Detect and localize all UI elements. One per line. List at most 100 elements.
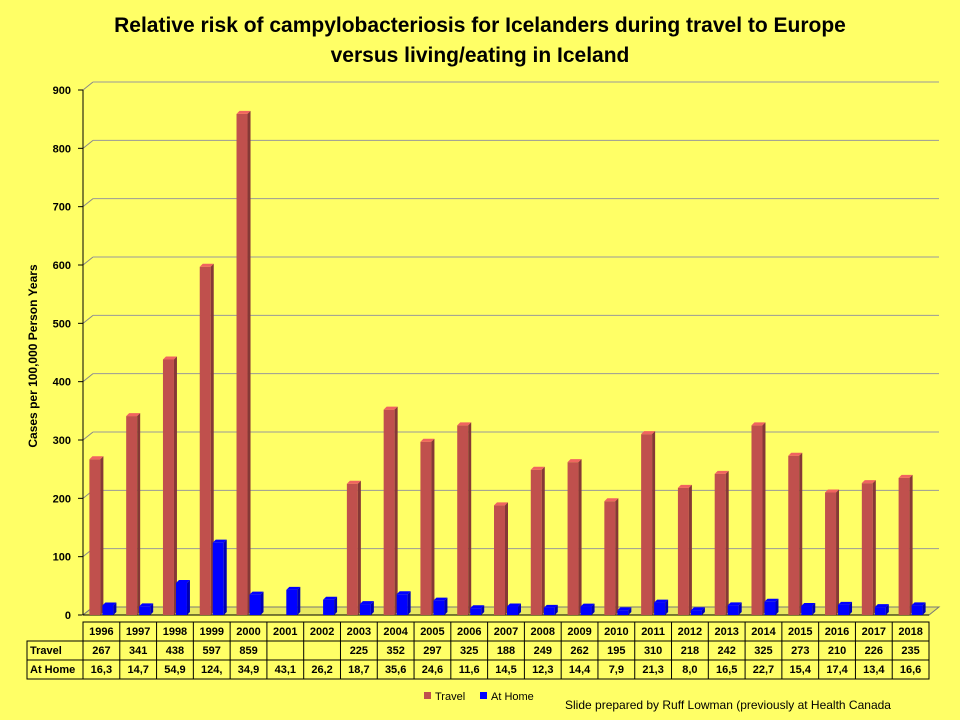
bar-at-home [175, 579, 190, 615]
x-tick-label: 2004 [383, 626, 408, 638]
credit-text: Slide prepared by Ruff Lowman (previousl… [565, 698, 891, 712]
bar-travel [457, 422, 472, 615]
bar-side [113, 602, 117, 615]
data-label: 16,5 [716, 664, 737, 676]
bar-travel [346, 480, 361, 615]
bar-top [175, 579, 190, 583]
bar-side [186, 579, 190, 615]
bar-front [494, 505, 505, 615]
bar-travel [420, 438, 435, 615]
bar-side [836, 489, 840, 615]
bar-side [652, 431, 656, 615]
data-label: 352 [386, 645, 404, 657]
bar-at-home [801, 603, 816, 615]
bar-front [126, 416, 138, 615]
chart-title-line-2: versus living/eating in Iceland [331, 44, 630, 67]
bar-top [530, 466, 545, 470]
data-label: 310 [644, 645, 662, 657]
bar-front [690, 610, 702, 615]
bar-side [505, 502, 508, 615]
bar-side [137, 413, 141, 615]
bar-at-home [654, 599, 669, 615]
bar-front [764, 601, 776, 615]
x-tick-label: 2001 [273, 626, 297, 638]
data-label: 242 [718, 645, 736, 657]
bar-side [799, 452, 803, 615]
bar-front [911, 605, 923, 615]
data-label: 16,6 [900, 664, 921, 676]
bar-top [654, 599, 669, 603]
bar-side [849, 601, 853, 615]
bar-side [665, 599, 669, 615]
bar-front [346, 483, 358, 615]
data-label: 262 [570, 645, 588, 657]
data-label: 14,4 [569, 664, 591, 676]
bar-travel [788, 452, 803, 615]
bar-travel [641, 431, 656, 615]
y-tick-label: 400 [53, 377, 71, 389]
data-label: 210 [828, 645, 846, 657]
chart-title-line-1: Relative risk of campylobacteriosis for … [114, 14, 846, 37]
y-tick-label: 0 [65, 610, 71, 622]
data-label: 7,9 [609, 664, 624, 676]
bar-side [541, 466, 545, 615]
bar-side [628, 607, 632, 615]
bar-at-home [249, 591, 264, 615]
grid-depth-line [82, 431, 94, 441]
bar-at-home [764, 598, 779, 615]
x-tick-label: 2005 [420, 626, 444, 638]
x-tick-label: 2012 [678, 626, 702, 638]
chart-title: Relative risk of campylobacteriosis for … [114, 14, 846, 67]
bar-travel [89, 456, 104, 615]
bar-side [922, 602, 926, 615]
data-label: 35,6 [385, 664, 406, 676]
bar-top [286, 586, 301, 590]
bar-side [518, 603, 521, 615]
x-tick-label: 2011 [641, 626, 665, 638]
data-label: 12,3 [532, 664, 553, 676]
y-tick-label: 500 [53, 318, 71, 330]
bar-top [494, 502, 508, 506]
bar-side [725, 470, 729, 615]
bar-travel [825, 489, 840, 615]
y-axis-label: Cases per 100,000 Person Years [26, 264, 40, 448]
x-tick-label: 2013 [714, 626, 738, 638]
bar-top [457, 422, 472, 426]
bar-side [554, 604, 558, 615]
bar-top [874, 604, 889, 608]
x-tick-label: 2014 [751, 626, 776, 638]
bar-front [530, 469, 542, 615]
bar-top [470, 605, 485, 609]
grid-depth-line [82, 256, 94, 266]
data-label: 54,9 [164, 664, 185, 676]
bar-front [617, 610, 629, 615]
bar-side [247, 110, 251, 616]
bar-top [126, 413, 141, 417]
data-label: 14,7 [127, 664, 148, 676]
legend-label: Travel [435, 691, 465, 703]
bar-at-home [470, 605, 485, 615]
bar-front [323, 599, 335, 615]
bar-top [580, 603, 595, 607]
bar-top [861, 480, 876, 484]
bar-travel [126, 413, 141, 615]
data-label: 124, [201, 664, 222, 676]
bar-top [102, 602, 117, 606]
data-label: 43,1 [275, 664, 296, 676]
bar-side [297, 586, 301, 615]
bar-front [212, 542, 224, 615]
bar-side [578, 459, 582, 615]
bar-top [567, 459, 582, 463]
bar-top [139, 603, 154, 607]
x-tick-label: 2002 [310, 626, 334, 638]
y-tick-label: 900 [53, 85, 71, 97]
y-tick-label: 200 [53, 493, 71, 505]
data-label: 15,4 [790, 664, 812, 676]
data-label: 16,3 [91, 664, 112, 676]
bar-top [359, 601, 374, 605]
bar-front [175, 582, 187, 615]
bar-at-home [396, 591, 411, 615]
bar-front [714, 473, 726, 615]
bar-side [762, 422, 766, 615]
table-row-label: At Home [30, 664, 75, 676]
